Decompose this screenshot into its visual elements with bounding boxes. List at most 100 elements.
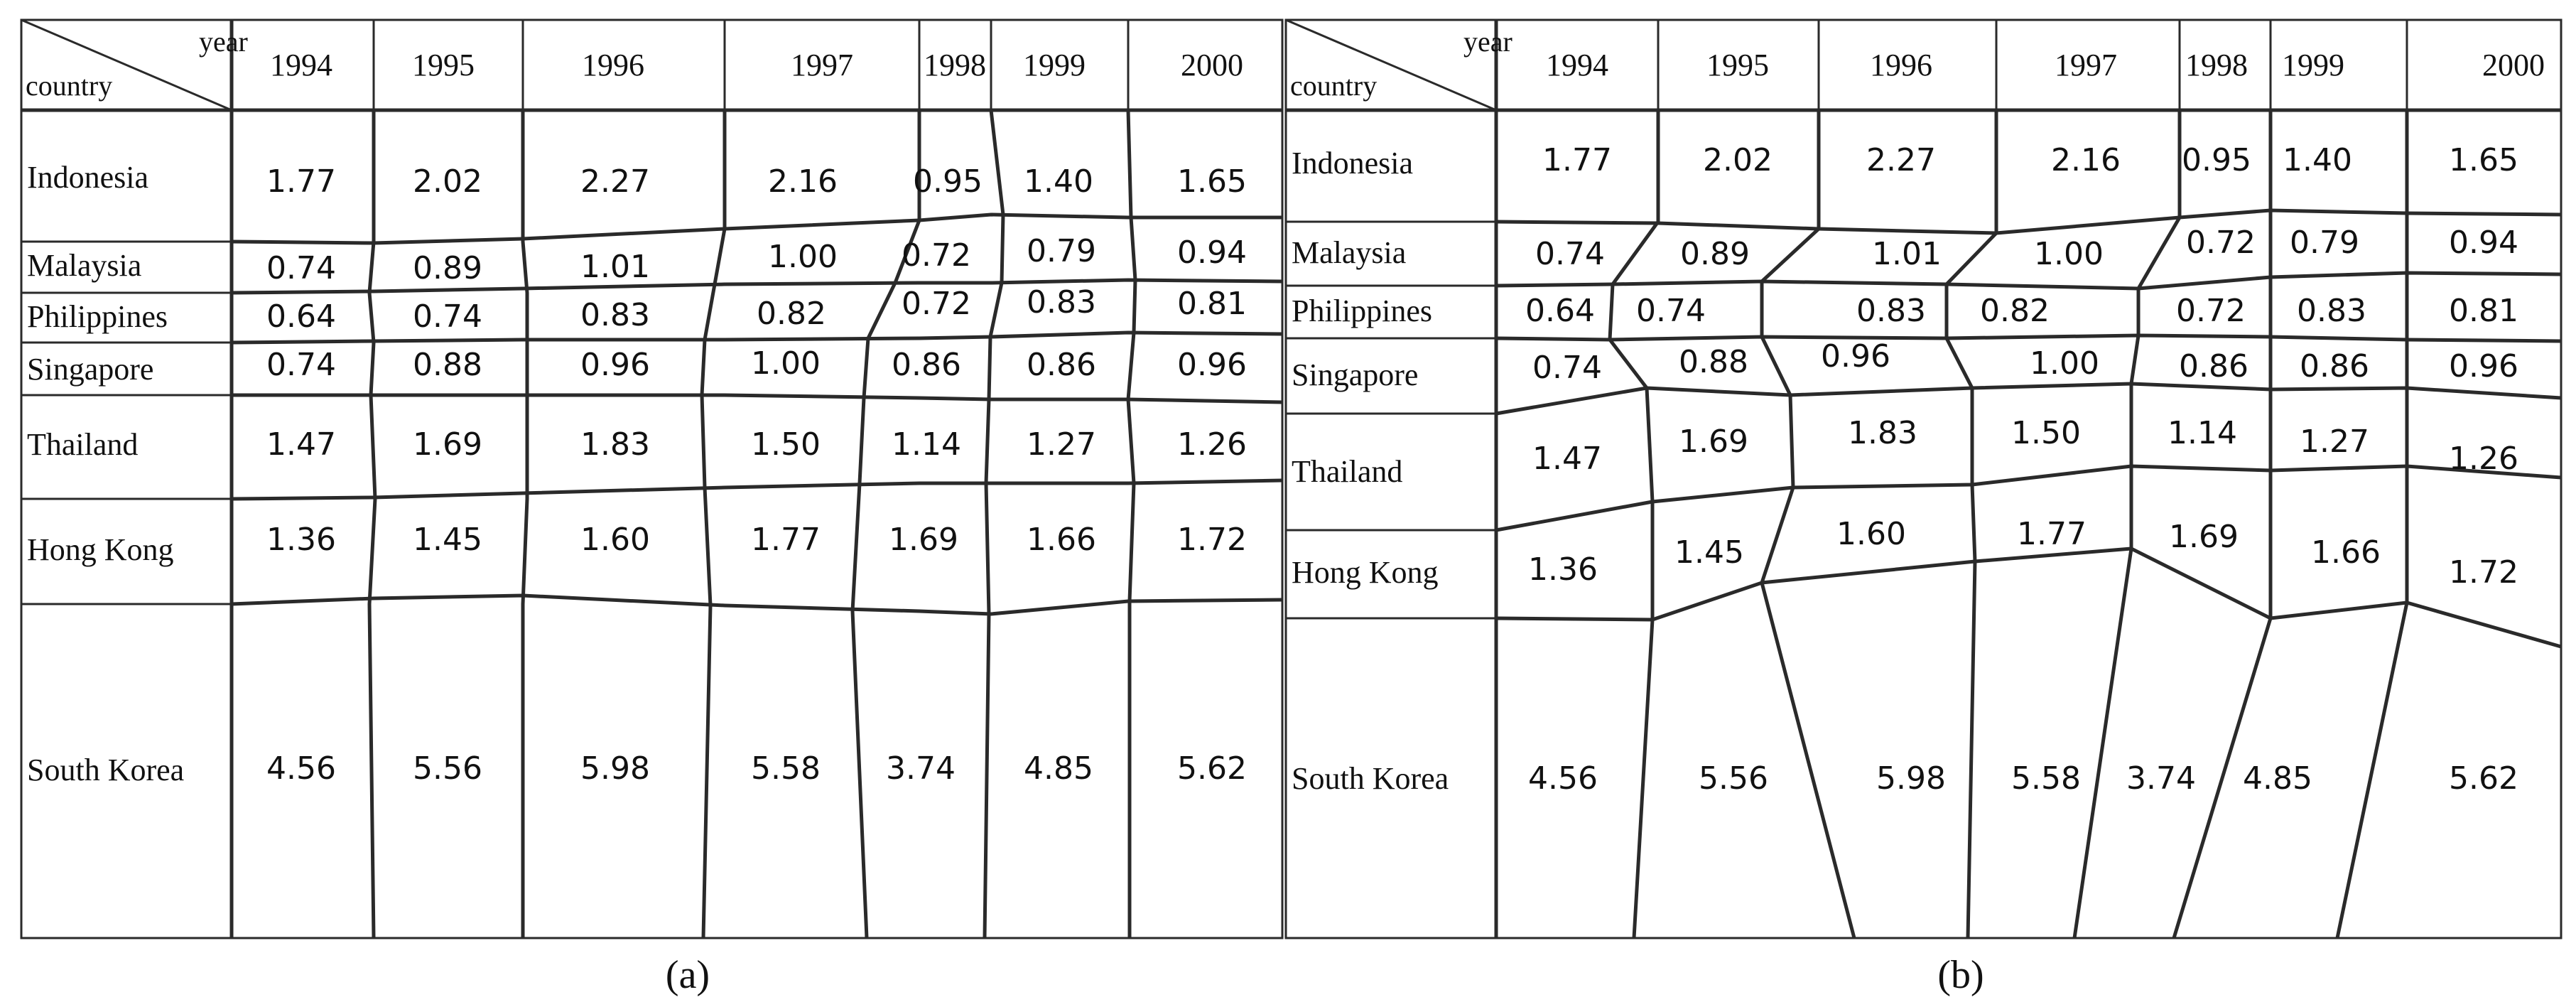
panel-a-corner-diagonal — [21, 18, 232, 112]
panel-a-year-label: 1998 — [924, 48, 986, 82]
panel-a-cell: 1.60 — [580, 522, 650, 558]
panel-a-cell: 4.56 — [266, 750, 336, 787]
panel-a-cell: 0.72 — [902, 237, 971, 274]
panel-b-cell: 0.94 — [2449, 225, 2518, 261]
panel-b-cell: 0.83 — [2297, 293, 2366, 329]
panel-b-cell: 1.00 — [2034, 236, 2104, 272]
panel-b-cell: 1.40 — [2283, 142, 2352, 178]
panel-b-year-label: 1994 — [1546, 48, 1608, 82]
panel-a-country-label: Singapore — [27, 352, 153, 387]
panel-b-corner-country: country — [1290, 70, 1377, 102]
panel-a-cell: 1.77 — [266, 163, 336, 200]
panel-b-country-label: Philippines — [1292, 293, 1432, 328]
panel-a-cell: 0.86 — [892, 347, 961, 383]
panel-a-country-label: Malaysia — [27, 248, 141, 283]
panel-a-grid-col-line — [983, 109, 1005, 939]
panel-a-cell: 1.00 — [768, 239, 838, 275]
panel-b-grid-col-line — [2335, 110, 2409, 939]
panel-a-cell: 0.82 — [757, 296, 826, 332]
panel-b-cell: 1.27 — [2300, 424, 2369, 460]
panel-b-country-label: Indonesia — [1292, 146, 1413, 181]
panel-b-cell: 1.00 — [2030, 345, 2099, 382]
panel-b-cell: 1.60 — [1836, 516, 1906, 552]
panel-b-cell: 1.50 — [2011, 415, 2081, 451]
panel-b-grid-row-line — [1495, 271, 2562, 291]
panel-b-cell: 0.88 — [1679, 344, 1748, 380]
panel-b-grid-col-line — [2072, 110, 2182, 939]
panel-b-year-label: 1998 — [2185, 48, 2248, 82]
panel-a-year-label: 2000 — [1181, 48, 1243, 82]
panel-a-cell: 0.89 — [413, 250, 482, 286]
panel-a-cell: 1.69 — [889, 522, 958, 558]
panel-b-cell: 0.95 — [2182, 142, 2251, 178]
panel-b-year-label: 2000 — [2482, 48, 2545, 82]
panel-b-grid-row-line — [1495, 382, 2562, 416]
panel-a-grid-col-line — [850, 110, 921, 939]
panel-b-cell: 1.69 — [2169, 519, 2239, 555]
panel-b-cell: 1.01 — [1872, 236, 1942, 272]
panel-b-year-label: 1997 — [2055, 48, 2117, 82]
panel-a-cell: 1.50 — [751, 426, 821, 463]
panel-b-year-label: 1999 — [2282, 48, 2344, 82]
panel-a-cell: 0.74 — [266, 250, 336, 286]
panel-b-cell: 3.74 — [2126, 760, 2196, 797]
panel-a-corner-country: country — [26, 70, 112, 102]
panel-a-cell: 1.26 — [1177, 426, 1247, 463]
panel-b-cell: 1.83 — [1848, 415, 1917, 451]
panel-a-cell: 1.72 — [1177, 522, 1247, 558]
panel-a-cell: 1.77 — [751, 522, 821, 558]
panel-a-frame — [20, 18, 1284, 939]
panel-a-cell: 2.16 — [768, 163, 838, 200]
panel-b-grid-col-line — [1608, 110, 1660, 939]
panel-b-grid-col-line — [1944, 110, 1998, 939]
panel-b-cell: 1.45 — [1674, 534, 1744, 571]
panel-a-grid-row-line — [231, 278, 1283, 295]
panel-b-cell: 5.62 — [2449, 760, 2518, 797]
panel-b-cell: 0.86 — [2300, 348, 2369, 384]
panel-a-country-label: Thailand — [27, 427, 138, 462]
panel-a-cell: 2.27 — [580, 163, 650, 200]
panel-b-cell: 2.16 — [2051, 142, 2121, 178]
panel-b-cell: 0.72 — [2176, 293, 2246, 329]
panel-b-country-label: South Korea — [1292, 761, 1449, 796]
panel-b-grid-col-line — [2172, 110, 2273, 939]
panel-a-country-label: Philippines — [27, 299, 168, 334]
panel-b-cell: 0.81 — [2449, 293, 2518, 329]
panel-b-country-label: Malaysia — [1292, 235, 1406, 270]
panel-a-cell: 0.72 — [902, 286, 971, 322]
panel-a-cell: 1.45 — [413, 522, 482, 558]
panel-a-cell: 0.83 — [580, 297, 650, 333]
panel-a-cell: 1.01 — [580, 249, 650, 285]
panel-b: year country Indonesia Malaysia Philippi… — [1284, 18, 2563, 997]
panel-b-grid-row-line — [1495, 208, 2562, 235]
panel-b-cell: 0.74 — [1532, 350, 1602, 386]
panel-a-cell: 1.40 — [1024, 163, 1093, 200]
panel-a-country-label: Hong Kong — [27, 532, 174, 567]
panel-b-cell: 1.69 — [1679, 424, 1748, 460]
panel-b-cell: 2.02 — [1703, 142, 1773, 178]
panel-b-cell: 1.66 — [2311, 534, 2381, 571]
panel-a-grid-col-line — [521, 110, 529, 938]
panel-b-cell: 5.56 — [1699, 760, 1768, 797]
panel-b-cell: 1.65 — [2449, 142, 2518, 178]
panel-b-year-label: 1995 — [1706, 48, 1769, 82]
panel-b-cell: 1.14 — [2168, 415, 2237, 451]
panel-a-cell: 0.86 — [1027, 347, 1096, 383]
panel-a-cell: 0.95 — [913, 163, 983, 200]
panel-a-cell: 1.27 — [1027, 426, 1096, 463]
panel-a-grid-row-line — [232, 393, 1283, 404]
panel-b-grid-row-line — [1495, 546, 2562, 649]
panel-b-cell: 0.72 — [2186, 225, 2256, 261]
panel-a-cell: 1.83 — [580, 426, 650, 463]
panel-a-year-label: 1995 — [412, 48, 475, 82]
panel-b-corner-year: year — [1463, 26, 1512, 58]
panel-a-year-label: 1999 — [1023, 48, 1086, 82]
panel-a-grid-row-line — [231, 330, 1283, 345]
panel-a-grid-col-line — [1126, 109, 1137, 938]
panel-a-grid-row-line — [231, 478, 1283, 501]
panel-b-values: 1.77 2.02 2.27 2.16 0.95 1.40 1.65 0.74 … — [1525, 142, 2518, 797]
panel-a-values: 1.77 2.02 2.27 2.16 0.95 1.40 1.65 0.74 … — [266, 163, 1247, 787]
panel-b-country-label: Thailand — [1292, 454, 1402, 489]
panel-a-corner-year: year — [199, 26, 248, 58]
